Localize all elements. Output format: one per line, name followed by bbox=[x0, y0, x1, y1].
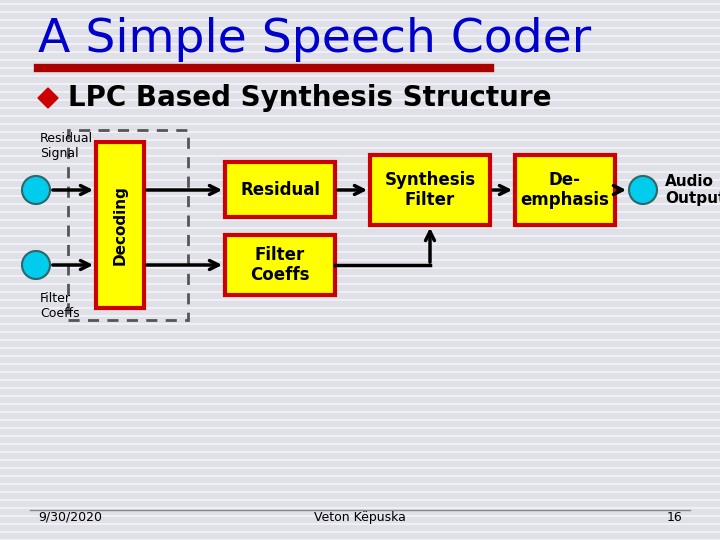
Text: Decoding: Decoding bbox=[112, 185, 127, 265]
Circle shape bbox=[22, 176, 50, 204]
Bar bbox=[68, 130, 188, 320]
Bar bbox=[225, 235, 335, 295]
Text: De-
emphasis: De- emphasis bbox=[521, 171, 609, 210]
Text: 16: 16 bbox=[666, 511, 682, 524]
Bar bbox=[370, 155, 490, 225]
Text: Audio
Output: Audio Output bbox=[665, 174, 720, 206]
Circle shape bbox=[22, 251, 50, 279]
Text: A Simple Speech Coder: A Simple Speech Coder bbox=[38, 17, 591, 63]
Text: LPC Based Synthesis Structure: LPC Based Synthesis Structure bbox=[68, 84, 552, 112]
Text: Veton Këpuska: Veton Këpuska bbox=[314, 511, 406, 524]
Text: Residual
Signal: Residual Signal bbox=[40, 132, 93, 160]
Bar bbox=[96, 142, 144, 308]
Text: Residual: Residual bbox=[240, 181, 320, 199]
Polygon shape bbox=[38, 88, 58, 108]
Text: Filter
Coeffs: Filter Coeffs bbox=[251, 246, 310, 285]
Bar bbox=[225, 162, 335, 217]
Circle shape bbox=[629, 176, 657, 204]
Text: Filter
Coeffs: Filter Coeffs bbox=[40, 292, 80, 320]
Bar bbox=[515, 155, 615, 225]
Text: 9/30/2020: 9/30/2020 bbox=[38, 511, 102, 524]
Text: Synthesis
Filter: Synthesis Filter bbox=[384, 171, 476, 210]
